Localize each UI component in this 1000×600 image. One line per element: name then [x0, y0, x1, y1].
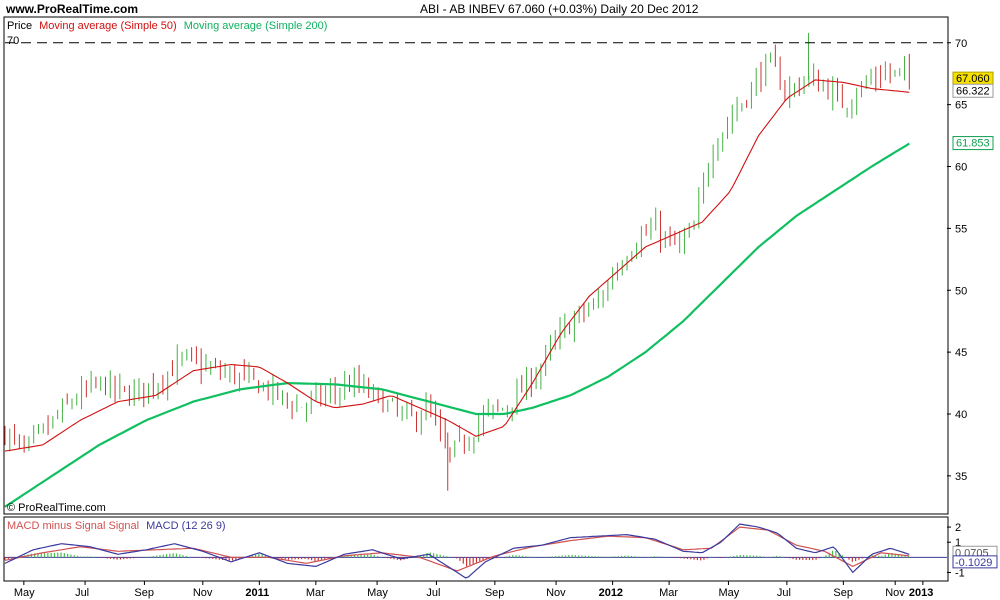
- watermark: © ProRealTime.com: [7, 502, 106, 514]
- price-y-tick-label: 45: [955, 347, 967, 359]
- legend-macd-signal: MACD minus Signal Signal: [7, 520, 139, 532]
- price-y-tick-label: 65: [955, 100, 967, 112]
- x-tick-label: Mar: [306, 587, 325, 599]
- x-tick-label: Sep: [134, 587, 154, 599]
- x-tick-label: Jul: [75, 587, 89, 599]
- chart-title: ABI - AB INBEV 67.060 (+0.03%) Daily 20 …: [420, 2, 699, 16]
- x-tick-label: 2011: [245, 587, 269, 599]
- price-y-tick-label: 55: [955, 223, 967, 235]
- x-tick-label: May: [14, 587, 35, 599]
- macd-y-tick-label: 2: [955, 522, 961, 534]
- legend-prefix: Price: [7, 20, 32, 32]
- x-tick-label: 2012: [599, 587, 623, 599]
- x-tick-label: 2013: [909, 587, 933, 599]
- x-tick-label: Sep: [485, 587, 505, 599]
- macd-badge-signal: -0.1029: [952, 555, 998, 569]
- macd-histogram: [4, 550, 909, 567]
- signal-line: [4, 526, 910, 572]
- price-y-axis: 35 40 45 50 55 60 65 70: [947, 38, 967, 483]
- macd-badges: 0.0705-0.1029: [952, 545, 998, 569]
- x-tick-label: Jul: [426, 587, 440, 599]
- price-legend: Price Moving average (Simple 50) Moving …: [7, 20, 327, 32]
- x-tick-label: May: [367, 587, 388, 599]
- price-candles: [4, 32, 910, 491]
- legend-macd: MACD (12 26 9): [146, 520, 225, 532]
- badge-value: -0.1029: [955, 557, 992, 569]
- ma50-line: [4, 79, 910, 452]
- legend-ma200: Moving average (Simple 200): [184, 20, 328, 32]
- x-tick-label: Nov: [885, 587, 905, 599]
- x-tick-label: Sep: [833, 587, 853, 599]
- x-tick-label: Mar: [659, 587, 678, 599]
- site-name: www.ProRealTime.com: [5, 2, 138, 16]
- macd-y-axis: 2 1 -1: [947, 522, 965, 579]
- price-badge-price: 67.060: [952, 71, 994, 86]
- price-y-tick-label: 70: [955, 38, 967, 50]
- macd-legend: MACD minus Signal Signal MACD (12 26 9): [7, 520, 226, 532]
- ma200-line: [4, 142, 910, 508]
- price-y-tick-label: 35: [955, 471, 967, 483]
- x-axis: May Jul Sep Nov 2011 Mar May Jul Sep Nov 2012 Mar Ma…: [14, 581, 933, 599]
- price-y-tick-label: 60: [955, 162, 967, 174]
- x-tick-label: May: [718, 587, 739, 599]
- price-badge-ma50: 66.322: [952, 83, 994, 98]
- x-tick-label: Jul: [777, 587, 791, 599]
- macd-line: [4, 523, 910, 579]
- badge-value: 66.322: [956, 85, 990, 97]
- badge-value: 67.060: [956, 73, 990, 85]
- reference-line-label: 70: [7, 35, 19, 47]
- x-tick-label: Nov: [546, 587, 566, 599]
- badge-value: 61.853: [956, 138, 990, 150]
- macd-y-tick-label: 1: [955, 537, 961, 549]
- macd-y-tick-label: -1: [955, 567, 965, 579]
- price-badge-ma200: 61.853: [952, 136, 994, 151]
- legend-ma50: Moving average (Simple 50): [39, 20, 177, 32]
- price-y-tick-label: 50: [955, 285, 967, 297]
- x-tick-label: Nov: [193, 587, 213, 599]
- price-y-tick-label: 40: [955, 409, 967, 421]
- price-panel: [3, 16, 949, 515]
